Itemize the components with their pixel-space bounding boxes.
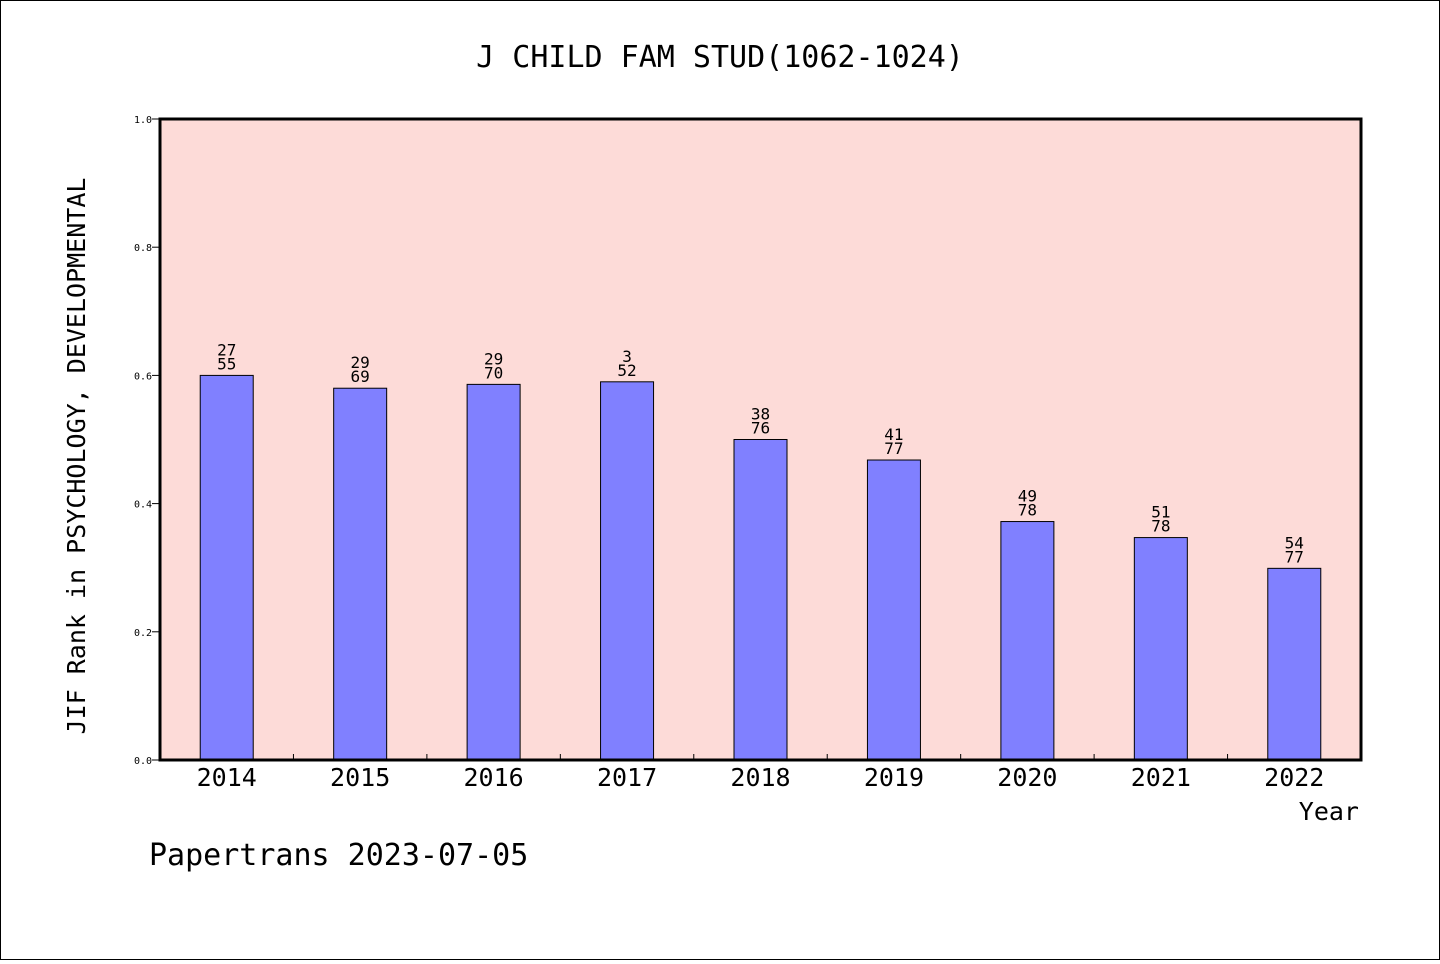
y-axis: 0.0 0.2 0.4 0.6 0.8 1.0 (134, 115, 160, 767)
data-label-total: 76 (751, 419, 770, 438)
bars-group (199, 374, 1322, 761)
bar-2017 (600, 381, 655, 761)
x-tick-label: 2019 (864, 763, 924, 792)
y-axis-label: JIF Rank in PSYCHOLOGY, DEVELOPMENTAL (62, 178, 91, 735)
data-label-rank: 38 (751, 405, 770, 424)
data-label-rank: 29 (484, 349, 503, 368)
data-label-rank: 3 (622, 347, 632, 366)
x-tick-label: 2022 (1264, 763, 1324, 792)
bar-2018 (733, 439, 788, 761)
y-tick-label: 0.2 (134, 628, 152, 639)
bar-2020 (1000, 521, 1055, 761)
data-label-total: 78 (1018, 501, 1037, 520)
chart-title: J CHILD FAM STUD(1062-1024) (476, 40, 964, 75)
x-tick-label: 2021 (1131, 763, 1191, 792)
x-tick-label: 2016 (464, 763, 524, 792)
bar-2019 (866, 459, 921, 761)
bar-2021 (1133, 537, 1188, 761)
x-tick-label: 2020 (997, 763, 1057, 792)
data-label-total: 78 (1151, 517, 1170, 536)
y-tick-label: 0.8 (134, 243, 152, 254)
x-tick-label: 2015 (330, 763, 390, 792)
y-tick-label: 0.4 (134, 500, 152, 511)
data-label-rank: 41 (884, 425, 903, 444)
data-label-total: 77 (1285, 547, 1304, 566)
footer-text: Papertrans 2023-07-05 (149, 838, 528, 873)
data-label-rank: 49 (1018, 487, 1037, 506)
y-tick-label: 0.6 (134, 371, 152, 382)
x-axis: 2014 2015 2016 2017 2018 2019 2020 2021 2022 (197, 754, 1324, 792)
x-tick-label: 2018 (730, 763, 790, 792)
bar-2015 (333, 387, 388, 761)
data-label-rank: 27 (217, 340, 236, 359)
data-label-total: 52 (617, 361, 636, 380)
x-axis-label: Year (1299, 797, 1359, 826)
bar-2014 (199, 374, 254, 761)
data-label-rank: 54 (1285, 533, 1304, 552)
data-label-rank: 29 (351, 353, 370, 372)
bar-2022 (1267, 567, 1322, 761)
plot-border (158, 117, 1363, 762)
data-label-total: 70 (484, 363, 503, 382)
y-tick-label: 1.0 (134, 115, 152, 126)
x-tick-label: 2014 (197, 763, 257, 792)
y-tick-label: 0.0 (134, 756, 152, 767)
data-label-total: 77 (884, 439, 903, 458)
data-label-rank: 51 (1151, 503, 1170, 522)
data-label-total: 69 (351, 367, 370, 386)
data-label-total: 55 (217, 354, 236, 373)
bar-2016 (466, 383, 521, 761)
x-tick-label: 2017 (597, 763, 657, 792)
